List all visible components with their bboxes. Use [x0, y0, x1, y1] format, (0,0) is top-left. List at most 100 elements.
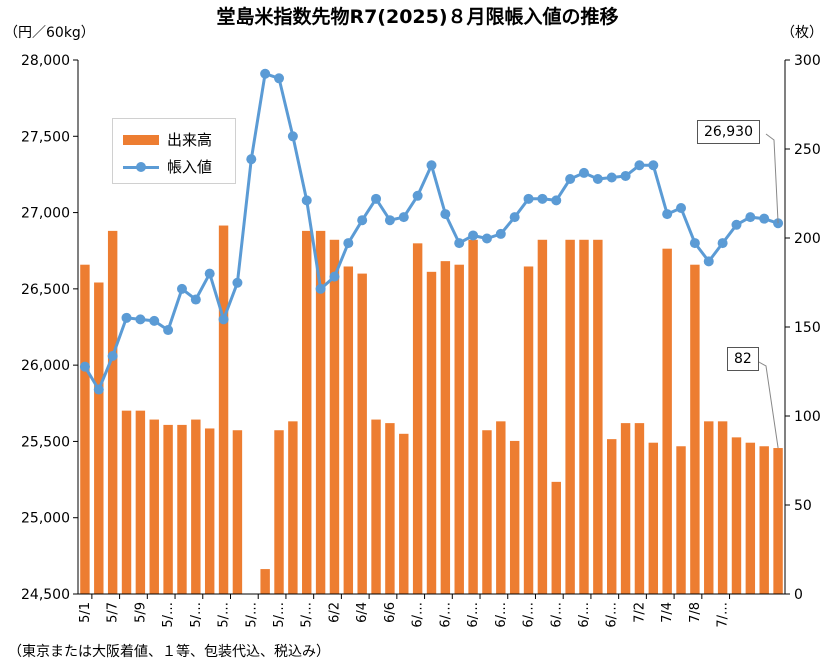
- volume-bar: [163, 424, 173, 594]
- price-point: [301, 195, 312, 206]
- volume-bar: [412, 243, 423, 594]
- price-point: [523, 193, 534, 204]
- price-point: [412, 190, 423, 201]
- x-tick-label: 5/…: [161, 602, 176, 628]
- bar-swatch: [123, 134, 159, 145]
- volume-bar: [274, 430, 284, 594]
- last-volume-callout: 82: [727, 347, 759, 371]
- volume-bar: [454, 264, 464, 594]
- right-tick-label: 50: [794, 498, 812, 514]
- volume-bar: [468, 239, 478, 594]
- price-point: [176, 283, 187, 294]
- left-tick-label: 27,000: [21, 206, 70, 222]
- volume-bar: [482, 430, 492, 594]
- x-tick-label: 5/…: [189, 602, 204, 628]
- price-point: [509, 212, 520, 223]
- volume-bar: [260, 569, 270, 594]
- price-point: [149, 315, 160, 326]
- volume-bar: [676, 446, 686, 594]
- right-tick-label: 150: [794, 320, 821, 336]
- volume-bar: [593, 239, 603, 594]
- volume-bar: [634, 423, 645, 594]
- left-tick-label: 25,000: [21, 511, 70, 527]
- price-point: [329, 271, 340, 282]
- volume-bar: [509, 440, 520, 594]
- volume-bar: [357, 273, 367, 594]
- legend-item-price: 帳入値: [123, 156, 212, 177]
- footnote: （東京または大阪着値、１等、包装代込、税込み）: [8, 644, 330, 660]
- price-point: [121, 312, 132, 323]
- x-tick-label: 5/…: [300, 602, 315, 628]
- volume-bar: [607, 439, 617, 594]
- volume-bar: [343, 266, 354, 594]
- left-axis-unit: （円／60kg）: [4, 25, 95, 41]
- legend-label-volume: 出来高: [167, 131, 213, 149]
- line-swatch: [123, 161, 159, 172]
- price-point: [759, 213, 770, 224]
- price-point: [315, 283, 326, 294]
- x-tick-label: 6/…: [494, 602, 509, 628]
- x-tick-label: 5/…: [217, 602, 232, 628]
- volume-bar: [648, 442, 659, 594]
- volume-bar: [745, 442, 756, 594]
- volume-bar: [135, 410, 146, 594]
- left-tick-label: 28,000: [21, 53, 70, 69]
- price-point: [287, 131, 298, 142]
- x-tick-label: 5/…: [272, 602, 287, 628]
- price-point: [676, 202, 687, 213]
- volume-bar: [399, 433, 409, 594]
- volume-bar: [579, 239, 589, 594]
- volume-bar: [717, 421, 728, 594]
- x-tick-label: 5/7: [106, 602, 121, 623]
- price-point: [79, 361, 90, 372]
- x-tick-label: 6/6: [383, 602, 398, 623]
- volume-bar: [204, 428, 215, 594]
- x-tick-label: 6/…: [549, 602, 564, 628]
- price-point: [578, 167, 589, 178]
- price-point: [454, 238, 465, 249]
- price-point: [745, 212, 756, 223]
- volume-bar: [551, 481, 561, 594]
- volume-bar: [80, 264, 90, 594]
- volume-callout-leader: [756, 360, 779, 449]
- price-point: [537, 193, 548, 204]
- volume-bar: [773, 448, 783, 594]
- right-tick-label: 0: [794, 587, 803, 603]
- volume-bar: [218, 225, 229, 595]
- price-point: [204, 268, 215, 279]
- volume-bar: [191, 419, 201, 594]
- price-point: [274, 73, 285, 84]
- x-tick-label: 6/…: [577, 602, 592, 628]
- legend-item-volume: 出来高: [123, 129, 212, 150]
- volume-bar: [440, 261, 451, 594]
- x-tick-label: 7/2: [632, 602, 647, 623]
- left-tick-label: 25,500: [21, 434, 70, 450]
- x-tick-label: 6/4: [355, 602, 370, 623]
- price-point: [648, 160, 659, 171]
- left-tick-label: 26,000: [21, 358, 70, 374]
- x-tick-label: 6/2: [327, 602, 342, 623]
- volume-bar: [302, 230, 312, 594]
- left-tick-label: 27,500: [21, 129, 70, 145]
- price-point: [634, 160, 645, 171]
- right-tick-label: 250: [794, 142, 821, 158]
- volume-bar: [496, 421, 506, 594]
- price-point: [731, 219, 742, 230]
- volume-bar: [565, 239, 575, 594]
- volume-bar: [759, 446, 769, 594]
- x-tick-label: 7/4: [660, 602, 675, 623]
- x-tick-label: 6/…: [411, 602, 426, 628]
- volume-bar: [288, 421, 298, 594]
- price-point: [551, 195, 562, 206]
- volume-bar: [662, 248, 672, 594]
- last-price-callout: 26,930: [697, 120, 760, 144]
- left-tick-label: 24,500: [21, 587, 70, 603]
- chart-title: 堂島米指数先物R7(2025)８月限帳入値の推移: [216, 6, 619, 28]
- x-tick-label: 5/1: [78, 602, 93, 623]
- legend-label-price: 帳入値: [167, 158, 213, 176]
- price-point: [135, 314, 146, 325]
- price-point: [93, 384, 104, 395]
- volume-bar: [149, 419, 159, 594]
- volume-bar: [704, 421, 714, 594]
